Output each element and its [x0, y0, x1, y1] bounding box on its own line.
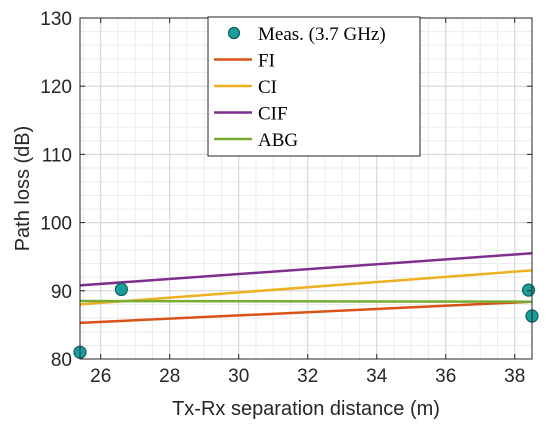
- series-line-fi: [79, 300, 533, 325]
- x-tick-label: 26: [90, 366, 111, 387]
- series-line-ci: [79, 269, 533, 306]
- axis-ticks: 26 28 30 32 34 36 38 80 90 100 110 120 130: [40, 9, 532, 387]
- y-tick-label: 130: [40, 9, 72, 30]
- legend-label: FI: [258, 51, 275, 72]
- legend-label: Meas. (3.7 GHz): [258, 24, 386, 45]
- series-lines: [79, 252, 533, 325]
- legend-label: ABG: [258, 130, 298, 151]
- series-line-cif: [79, 252, 533, 287]
- y-tick-label: 100: [40, 214, 72, 235]
- x-tick-label: 28: [159, 366, 180, 387]
- x-tick-label: 30: [228, 366, 249, 387]
- legend-label: CIF: [258, 104, 288, 125]
- y-tick-label: 90: [51, 282, 72, 303]
- measurement-point: [114, 282, 129, 297]
- legend-label: CI: [258, 77, 277, 98]
- y-tick-label: 80: [51, 350, 72, 371]
- x-axis-label: Tx-Rx separation distance (m): [172, 398, 440, 420]
- y-axis-label: Path loss (dB): [12, 126, 34, 252]
- x-tick-label: 36: [435, 366, 456, 387]
- legend-marker-measurement: [227, 26, 241, 40]
- x-tick-label: 32: [297, 366, 318, 387]
- y-tick-label: 120: [40, 77, 72, 98]
- y-tick-label: 110: [42, 145, 72, 166]
- series-line-abg: [79, 299, 533, 303]
- x-tick-label: 34: [366, 366, 388, 387]
- legend: Meas. (3.7 GHz) FI CI CIF ABG: [207, 16, 421, 157]
- measurement-point: [521, 283, 536, 297]
- x-tick-label: 38: [504, 366, 525, 387]
